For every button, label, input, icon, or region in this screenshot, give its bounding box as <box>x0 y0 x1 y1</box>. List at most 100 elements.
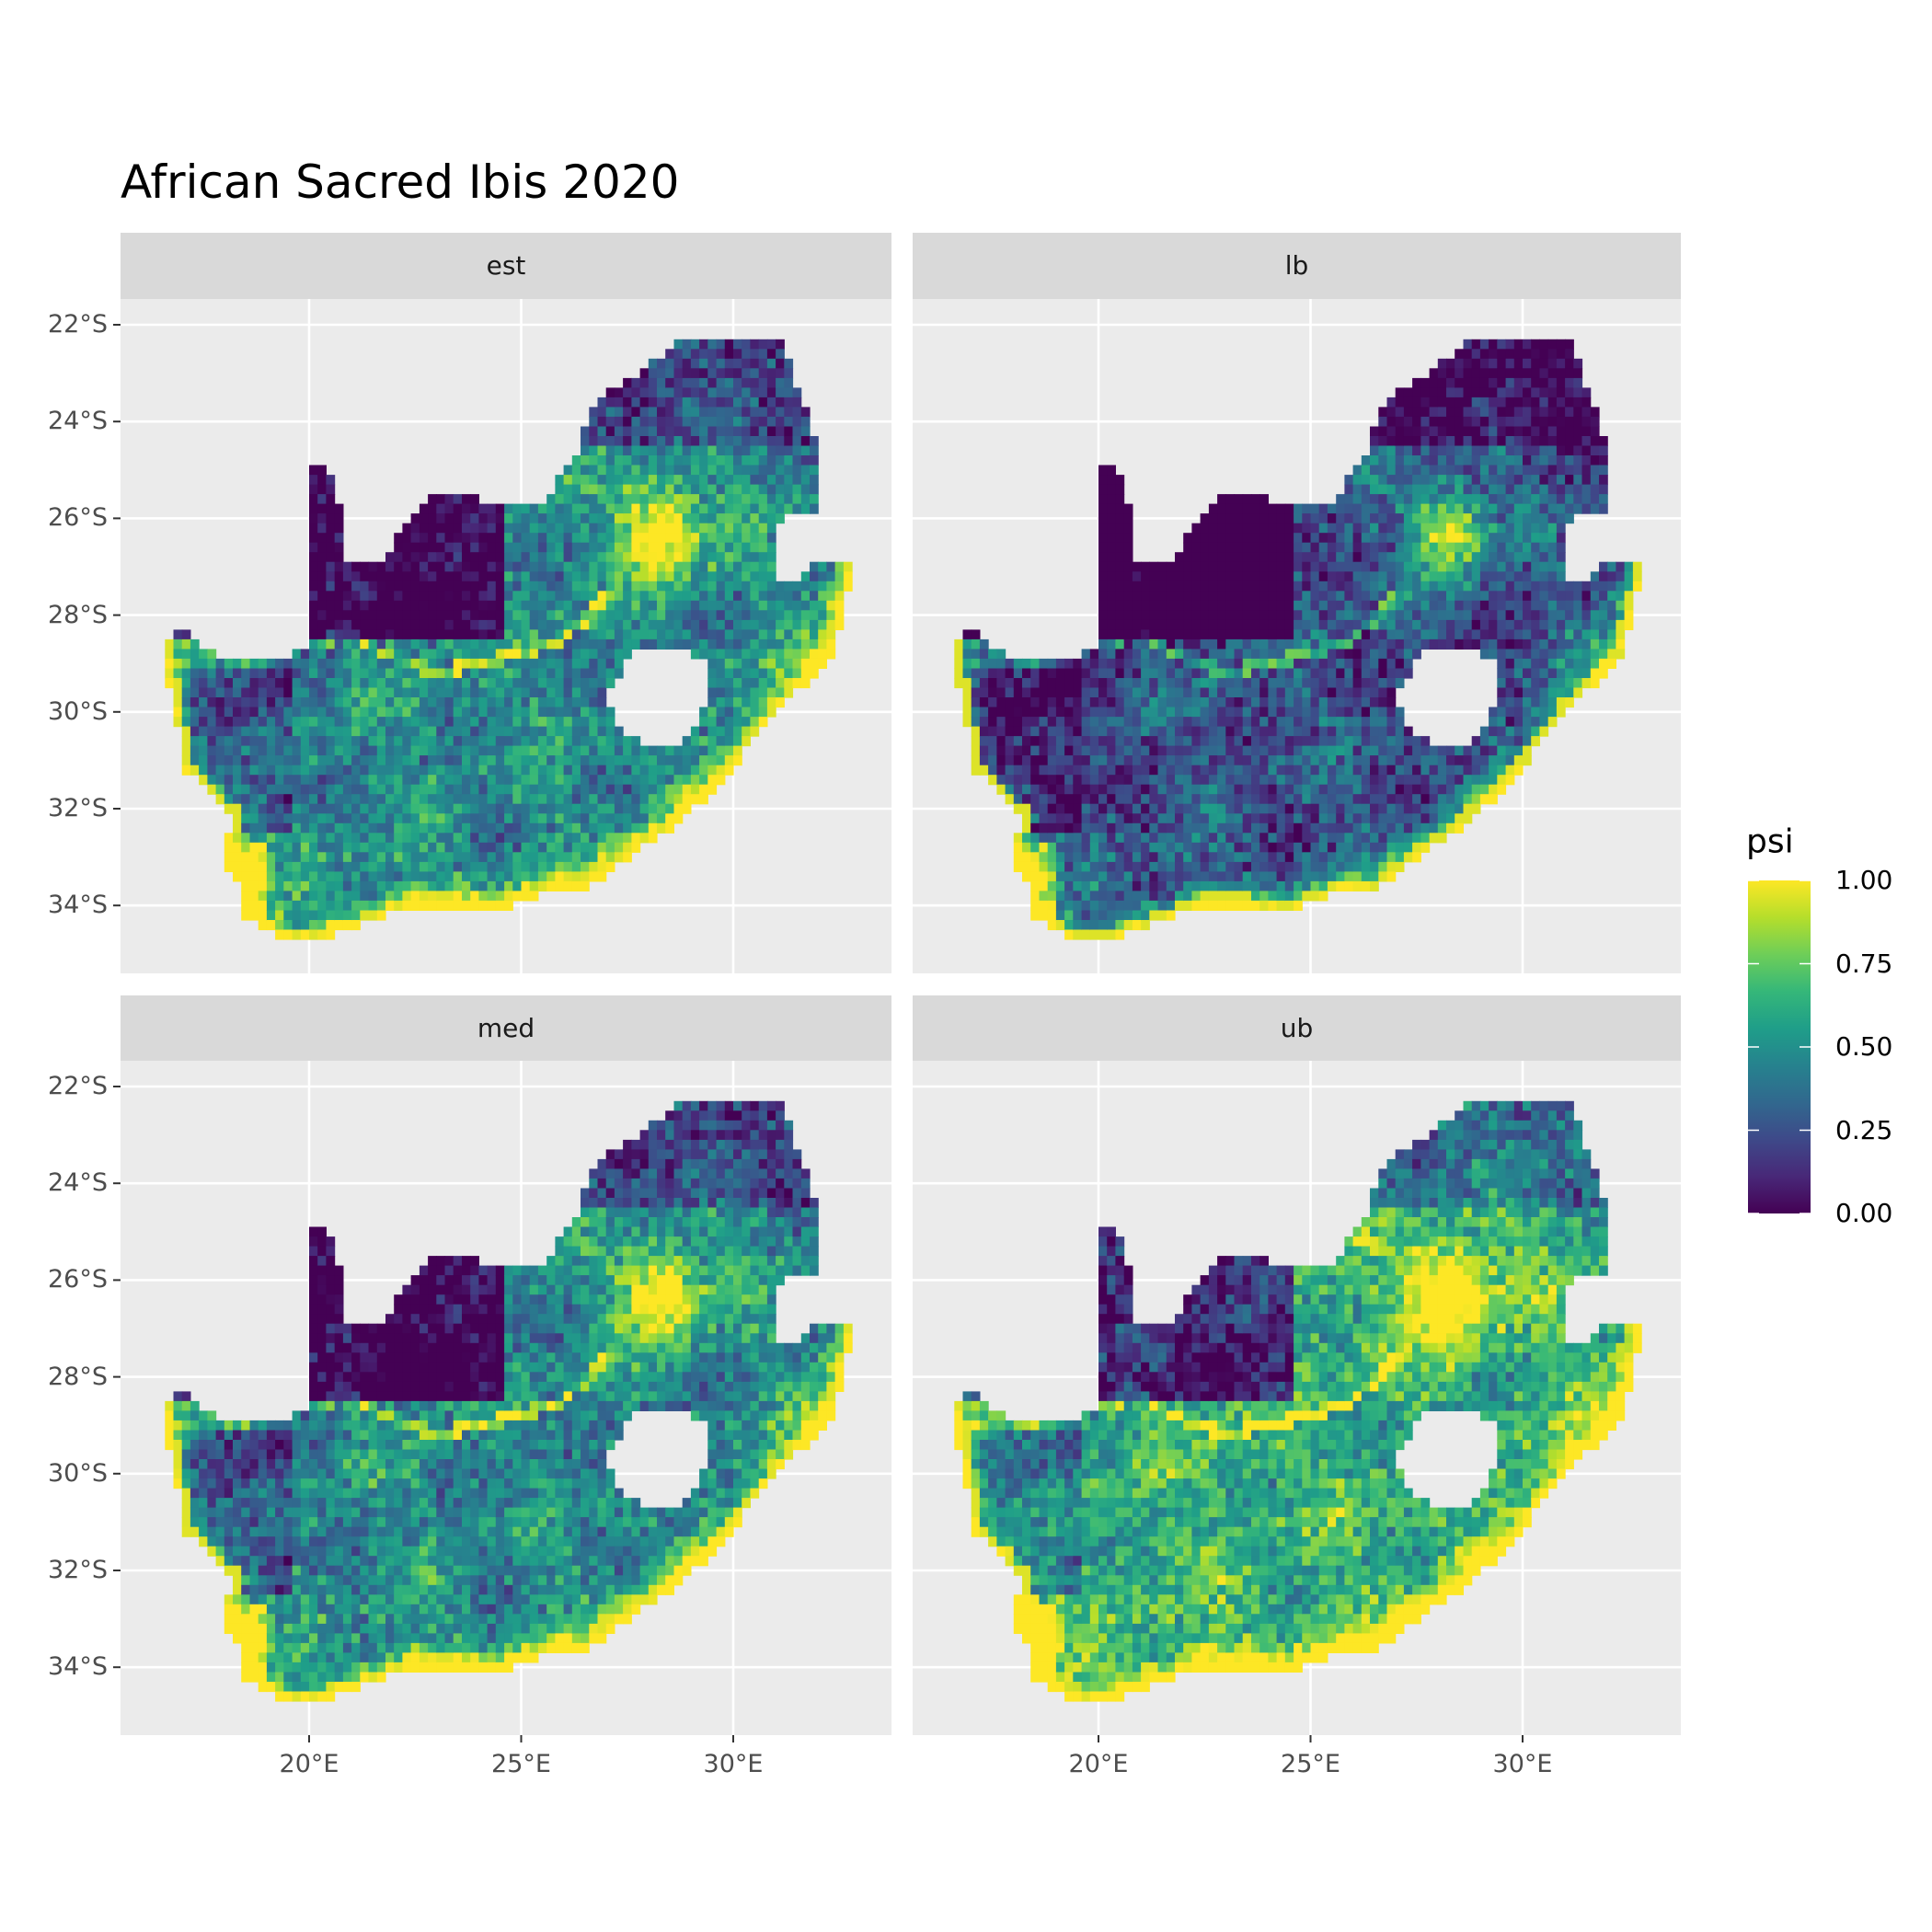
raster-cell <box>181 678 191 689</box>
raster-cell <box>300 649 310 660</box>
raster-cell <box>233 745 242 756</box>
raster-cell <box>665 484 674 495</box>
raster-cell <box>614 416 624 427</box>
raster-cell <box>292 668 302 679</box>
raster-cell <box>843 581 853 592</box>
raster-cell <box>317 561 327 572</box>
raster-cell <box>750 552 760 563</box>
raster-cell <box>317 629 327 640</box>
raster-cell <box>1191 581 1202 592</box>
raster-cell <box>605 784 615 795</box>
raster-cell <box>1175 880 1184 891</box>
raster-cell <box>1183 678 1192 689</box>
raster-cell <box>444 775 454 786</box>
raster-cell <box>512 861 523 872</box>
raster-cell <box>1039 822 1049 834</box>
raster-cell <box>309 697 318 708</box>
raster-cell <box>665 436 674 447</box>
raster-cell <box>368 842 378 853</box>
raster-cell <box>495 610 505 621</box>
raster-cell <box>690 436 700 447</box>
raster-cell <box>394 649 403 660</box>
raster-cell <box>699 416 708 427</box>
raster-cell <box>317 755 327 766</box>
raster-cell <box>1208 842 1218 853</box>
raster-cell <box>1361 523 1371 534</box>
raster-cell <box>1022 726 1031 737</box>
raster-cell <box>639 503 650 514</box>
raster-cell <box>368 794 378 805</box>
raster-cell <box>792 678 802 689</box>
raster-cell <box>546 561 556 572</box>
raster-cell <box>1064 687 1074 698</box>
raster-cell <box>707 349 718 360</box>
raster-cell <box>758 581 768 592</box>
raster-cell <box>1141 678 1150 689</box>
raster-cell <box>716 629 726 640</box>
raster-cell <box>648 377 658 388</box>
raster-cell <box>309 803 318 814</box>
raster-cell <box>724 397 734 408</box>
raster-cell <box>504 765 513 776</box>
raster-cell <box>173 658 183 669</box>
raster-cell <box>682 465 692 476</box>
raster-cell <box>317 707 327 718</box>
raster-cell <box>326 775 336 786</box>
raster-cell <box>665 387 674 398</box>
raster-cell <box>563 745 573 756</box>
raster-cell <box>1242 717 1252 728</box>
raster-cell <box>410 678 420 689</box>
raster-cell <box>495 668 505 679</box>
raster-cell <box>1200 755 1210 766</box>
raster-cell <box>241 717 250 728</box>
raster-cell <box>979 649 989 660</box>
raster-cell <box>258 678 268 689</box>
raster-cell <box>190 658 200 669</box>
raster-cell <box>707 600 718 611</box>
raster-cell <box>428 561 437 572</box>
raster-cell <box>1259 736 1269 747</box>
raster-cell <box>453 717 463 728</box>
raster-cell <box>750 726 760 737</box>
raster-cell <box>309 726 318 737</box>
raster-cell <box>462 880 471 891</box>
raster-cell <box>690 542 700 553</box>
raster-cell <box>342 707 352 718</box>
raster-cell <box>462 794 471 805</box>
raster-cell <box>1217 523 1226 534</box>
raster-cell <box>419 717 429 728</box>
raster-cell <box>436 619 446 630</box>
raster-cell <box>537 638 547 650</box>
raster-cell <box>1022 707 1031 718</box>
raster-cell <box>614 465 624 476</box>
raster-cell <box>283 745 293 756</box>
raster-cell <box>546 842 556 853</box>
raster-cell <box>1055 833 1065 844</box>
raster-cell <box>428 755 437 766</box>
raster-cell <box>462 891 471 902</box>
raster-cell <box>1234 784 1244 795</box>
raster-cell <box>529 619 539 630</box>
raster-cell <box>317 833 327 844</box>
raster-cell <box>1064 736 1074 747</box>
raster-cell <box>402 707 412 718</box>
raster-cell <box>1344 765 1354 776</box>
raster-cell <box>173 678 183 689</box>
raster-cell <box>1157 571 1167 582</box>
raster-cell <box>988 658 997 669</box>
raster-cell <box>1123 571 1133 582</box>
raster-cell <box>1157 658 1167 669</box>
raster-cell <box>623 822 632 834</box>
raster-cell <box>453 794 463 805</box>
raster-cell <box>199 765 208 776</box>
raster-cell <box>614 552 624 563</box>
raster-cell <box>1073 929 1083 940</box>
raster-cell <box>673 484 684 495</box>
raster-cell <box>1284 813 1294 824</box>
raster-cell <box>571 552 581 563</box>
raster-cell <box>504 552 513 563</box>
raster-cell <box>1217 891 1226 902</box>
raster-cell <box>707 638 718 650</box>
raster-cell <box>258 775 268 786</box>
raster-cell <box>1208 649 1218 660</box>
